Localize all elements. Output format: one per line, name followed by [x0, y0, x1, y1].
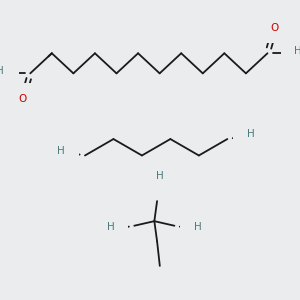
Text: O: O — [60, 148, 69, 158]
Text: H: H — [194, 222, 202, 232]
Text: O: O — [191, 224, 199, 233]
Text: O: O — [291, 48, 299, 58]
Text: H: H — [156, 172, 164, 182]
Text: H: H — [294, 46, 300, 56]
Text: O: O — [271, 23, 279, 33]
Text: H: H — [57, 146, 65, 156]
Text: H: H — [0, 66, 4, 76]
Text: O: O — [156, 180, 164, 190]
Text: H: H — [247, 130, 255, 140]
Text: O: O — [110, 224, 118, 233]
Text: H: H — [107, 222, 114, 232]
Text: O: O — [0, 68, 7, 78]
Text: O: O — [19, 94, 27, 104]
Text: O: O — [244, 131, 252, 141]
